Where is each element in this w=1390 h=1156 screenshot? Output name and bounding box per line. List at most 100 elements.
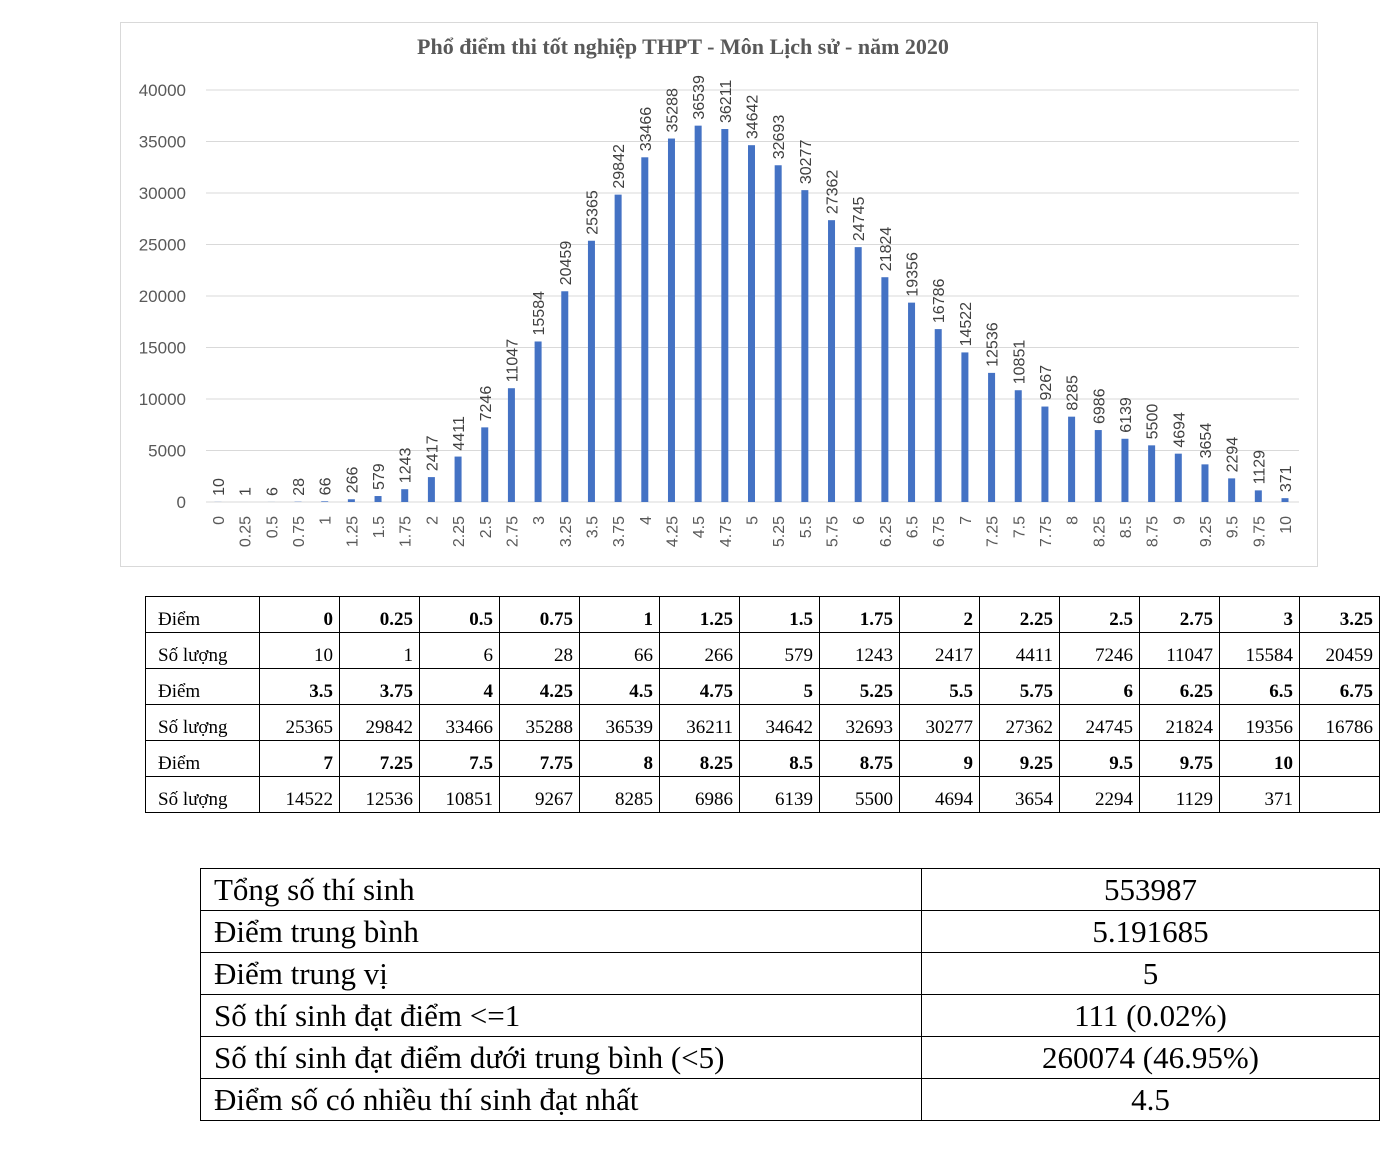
data-label: 3654 <box>1198 423 1215 459</box>
bar <box>694 125 702 502</box>
row-header-cell: Điểm trung bình <box>200 910 922 953</box>
bar <box>1148 445 1156 502</box>
x-tick-label: 9.25 <box>1198 516 1215 547</box>
table-row: Điểm 0 0.25 0.5 0.75 1 1.25 1.5 1.75 2 2.25 2.5 2.75… <box>145 596 1380 633</box>
y-tick-label: 20000 <box>139 287 186 306</box>
bar <box>748 145 755 502</box>
bar <box>774 165 782 503</box>
value-cell: 5 <box>739 668 820 705</box>
bar <box>614 194 622 503</box>
table-row: Số lượng 14522 12536 10851 9267 8285 6986 6139 5… <box>145 776 1380 813</box>
bar <box>347 499 355 502</box>
value-cell: 4.5 <box>921 1078 1380 1121</box>
data-label: 12536 <box>985 322 1002 367</box>
value-cell: 36211 <box>659 704 740 741</box>
value-cell: 6 <box>419 632 500 669</box>
value-cell: 8.25 <box>659 740 740 777</box>
value-cell: 5.25 <box>819 668 900 705</box>
x-tick-label: 7.75 <box>1038 516 1055 547</box>
data-label: 21824 <box>878 227 895 272</box>
value-cell: 371 <box>1219 776 1300 813</box>
histogram-chart: Phổ điểm thi tốt nghiệp THPT - Môn Lịch … <box>120 22 1318 567</box>
data-label: 28 <box>291 478 308 496</box>
value-cell: 6139 <box>739 776 820 813</box>
summary-row: Điểm trung vị 5 <box>200 952 1380 995</box>
value-cell: 6.25 <box>1139 668 1220 705</box>
x-tick-label: 1.25 <box>344 516 361 547</box>
table-row: Số lượng 25365 29842 33466 35288 36539 36211 34… <box>145 704 1380 741</box>
bar <box>1041 406 1049 502</box>
data-label: 1129 <box>1251 450 1268 485</box>
value-cell: 34642 <box>739 704 820 741</box>
value-cell: 9.5 <box>1059 740 1140 777</box>
value-cell: 14522 <box>259 776 340 813</box>
value-cell: 8285 <box>579 776 660 813</box>
y-tick-label: 15000 <box>139 339 186 358</box>
data-label: 579 <box>371 463 388 490</box>
data-label: 15584 <box>531 291 548 336</box>
value-cell: 260074 (46.95%) <box>921 1036 1380 1079</box>
value-cell: 9 <box>899 740 980 777</box>
data-label: 2294 <box>1225 437 1242 473</box>
row-header-cell: Điểm <box>145 740 260 777</box>
value-cell: 0 <box>259 596 340 633</box>
value-cell: 4411 <box>979 632 1060 669</box>
x-tick-label: 10 <box>1278 516 1295 534</box>
x-tick-label: 3.25 <box>558 516 575 547</box>
y-tick-label: 5000 <box>148 442 186 461</box>
value-cell: 2.75 <box>1139 596 1220 633</box>
bar <box>1068 416 1076 502</box>
bar <box>828 220 836 503</box>
chart-svg: Phổ điểm thi tốt nghiệp THPT - Môn Lịch … <box>139 34 1299 547</box>
data-label: 10 <box>211 478 228 496</box>
value-cell: 579 <box>739 632 820 669</box>
value-cell: 32693 <box>819 704 900 741</box>
bar <box>1094 430 1102 502</box>
bar <box>481 427 489 502</box>
data-label: 9267 <box>1038 365 1055 401</box>
value-cell: 29842 <box>339 704 420 741</box>
data-label: 66 <box>318 477 335 495</box>
value-cell: 21824 <box>1139 704 1220 741</box>
data-label: 266 <box>344 466 361 493</box>
value-cell: 2.5 <box>1059 596 1140 633</box>
value-cell: 9.25 <box>979 740 1060 777</box>
x-tick-label: 3.5 <box>584 516 601 538</box>
bar <box>427 477 435 502</box>
summary-row: Điểm trung bình 5.191685 <box>200 910 1380 953</box>
value-cell: 3654 <box>979 776 1060 813</box>
data-label: 32693 <box>771 115 788 160</box>
bar <box>1121 438 1129 502</box>
chart-title: Phổ điểm thi tốt nghiệp THPT - Môn Lịch … <box>417 34 949 59</box>
data-label: 1 <box>238 487 255 496</box>
value-cell: 35288 <box>499 704 580 741</box>
bar <box>854 247 862 502</box>
data-label: 6986 <box>1091 388 1108 424</box>
x-tick-label: 9.5 <box>1225 516 1242 538</box>
x-tick-label: 8.5 <box>1118 516 1135 538</box>
x-tick-label: 6.5 <box>905 516 922 538</box>
x-tick-label: 5 <box>745 516 762 525</box>
value-cell: 0.5 <box>419 596 500 633</box>
row-header-cell: Tổng số thí sinh <box>200 868 922 911</box>
bar <box>534 341 542 502</box>
value-cell: 5500 <box>819 776 900 813</box>
value-cell: 2 <box>899 596 980 633</box>
row-header-cell: Số lượng <box>145 776 260 813</box>
bar <box>1228 478 1236 502</box>
y-tick-label: 10000 <box>139 390 186 409</box>
bar <box>1014 390 1022 502</box>
value-cell: 0.25 <box>339 596 420 633</box>
x-tick-label: 9.75 <box>1251 516 1268 547</box>
value-cell: 553987 <box>921 868 1380 911</box>
row-header-cell: Điểm <box>145 668 260 705</box>
bar <box>667 138 675 502</box>
bar <box>374 496 382 502</box>
x-tick-label: 3 <box>531 516 548 525</box>
value-cell: 5.75 <box>979 668 1060 705</box>
value-cell: 12536 <box>339 776 420 813</box>
value-cell: 1.25 <box>659 596 740 633</box>
bar <box>1254 490 1262 502</box>
bar <box>1281 498 1289 502</box>
data-label: 2417 <box>424 435 441 471</box>
